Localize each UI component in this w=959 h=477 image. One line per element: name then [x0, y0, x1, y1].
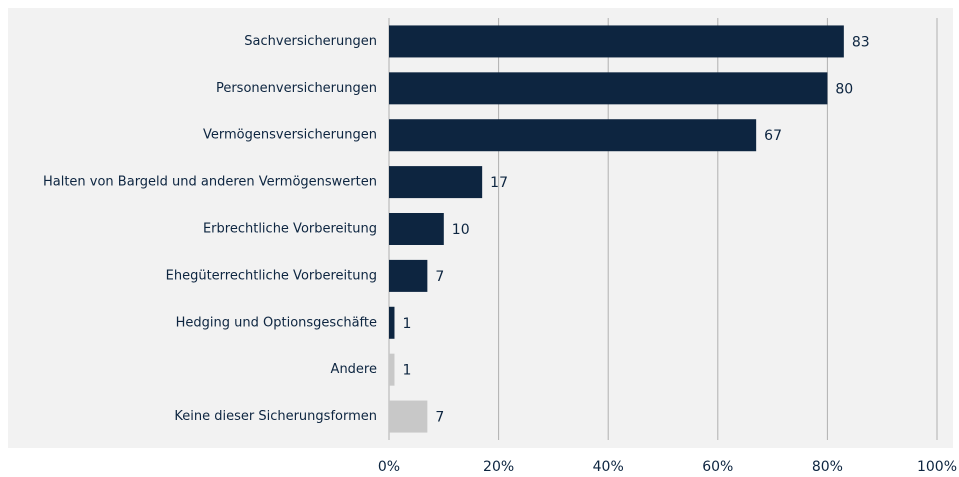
bar [389, 72, 828, 105]
bar [389, 166, 483, 199]
bar [389, 306, 395, 339]
x-tick-label: 80% [812, 459, 843, 475]
data-label: 67 [764, 128, 782, 144]
data-label: 7 [435, 269, 444, 285]
bar [389, 25, 844, 58]
x-tick-label: 100% [917, 459, 957, 475]
y-tick-label: Erbrechtliche Vorbereitung [203, 222, 377, 237]
data-label: 17 [490, 175, 508, 191]
x-tick-label: 20% [483, 459, 514, 475]
bar [389, 259, 428, 292]
data-label: 1 [402, 363, 411, 379]
y-tick-label: Andere [331, 362, 377, 377]
bar [389, 353, 395, 386]
y-tick-label: Keine dieser Sicherungsformen [174, 409, 377, 424]
x-tick-label: 0% [378, 459, 400, 475]
y-tick-label: Sachversicherungen [244, 34, 377, 49]
data-label: 83 [852, 34, 870, 50]
y-tick-label: Vermögensversicherungen [203, 128, 377, 143]
y-tick-label: Personenversicherungen [216, 81, 377, 96]
bar [389, 213, 444, 245]
x-tick-label: 40% [593, 459, 624, 475]
y-tick-label: Ehegüterrechtliche Vorbereitung [166, 268, 377, 283]
x-tick-label: 60% [702, 459, 733, 475]
y-tick-label: Hedging und Optionsgeschäfte [176, 315, 377, 330]
y-tick-label: Halten von Bargeld und anderen Vermögens… [43, 175, 377, 190]
bar [389, 400, 428, 433]
data-label: 7 [435, 410, 444, 426]
data-label: 10 [452, 222, 470, 238]
bar [389, 119, 757, 152]
data-label: 80 [835, 81, 853, 97]
data-label: 1 [402, 316, 411, 332]
